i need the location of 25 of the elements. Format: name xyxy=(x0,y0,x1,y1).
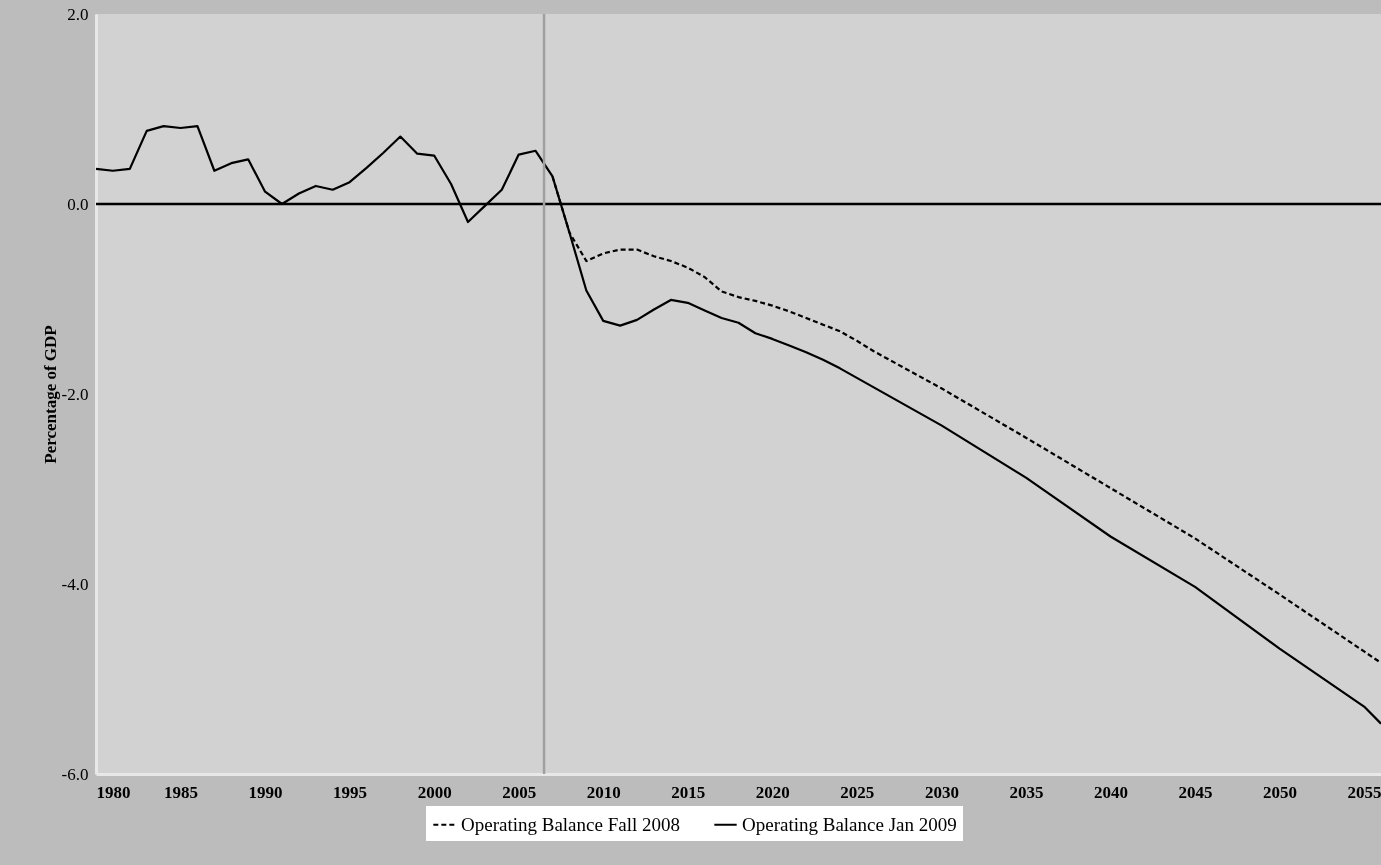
x-tick-label: 2050 xyxy=(1263,782,1298,802)
x-tick-label: 2005 xyxy=(502,782,537,802)
x-tick-label: 2035 xyxy=(1009,782,1044,802)
x-tick-label: 2030 xyxy=(924,782,959,802)
x-tick-label: 2025 xyxy=(840,782,875,802)
y-axis-title: Percentage of GDP xyxy=(40,325,60,464)
legend-label: Operating Balance Jan 2009 xyxy=(742,813,957,835)
x-tick-label: 2000 xyxy=(417,782,452,802)
y-tick-label: -4.0 xyxy=(61,574,89,594)
x-tick-label: 1980 xyxy=(96,782,131,802)
x-tick-label: 2045 xyxy=(1178,782,1213,802)
x-tick-label: 2040 xyxy=(1093,782,1128,802)
y-tick-label: -6.0 xyxy=(61,764,89,784)
y-tick-label: 2.0 xyxy=(67,4,89,24)
y-tick-label: 0.0 xyxy=(67,194,89,214)
x-tick-label: 2015 xyxy=(671,782,706,802)
x-tick-label: 1995 xyxy=(333,782,368,802)
x-tick-label: 2010 xyxy=(586,782,621,802)
line-series xyxy=(94,125,1381,725)
legend-label: Operating Balance Fall 2008 xyxy=(461,813,680,835)
x-tick-label: 1985 xyxy=(164,782,199,802)
x-tick-label: 1990 xyxy=(248,782,283,802)
x-tick-label: 2020 xyxy=(755,782,790,802)
x-tick-label: 2055 xyxy=(1347,782,1381,802)
y-tick-label: -2.0 xyxy=(61,384,89,404)
